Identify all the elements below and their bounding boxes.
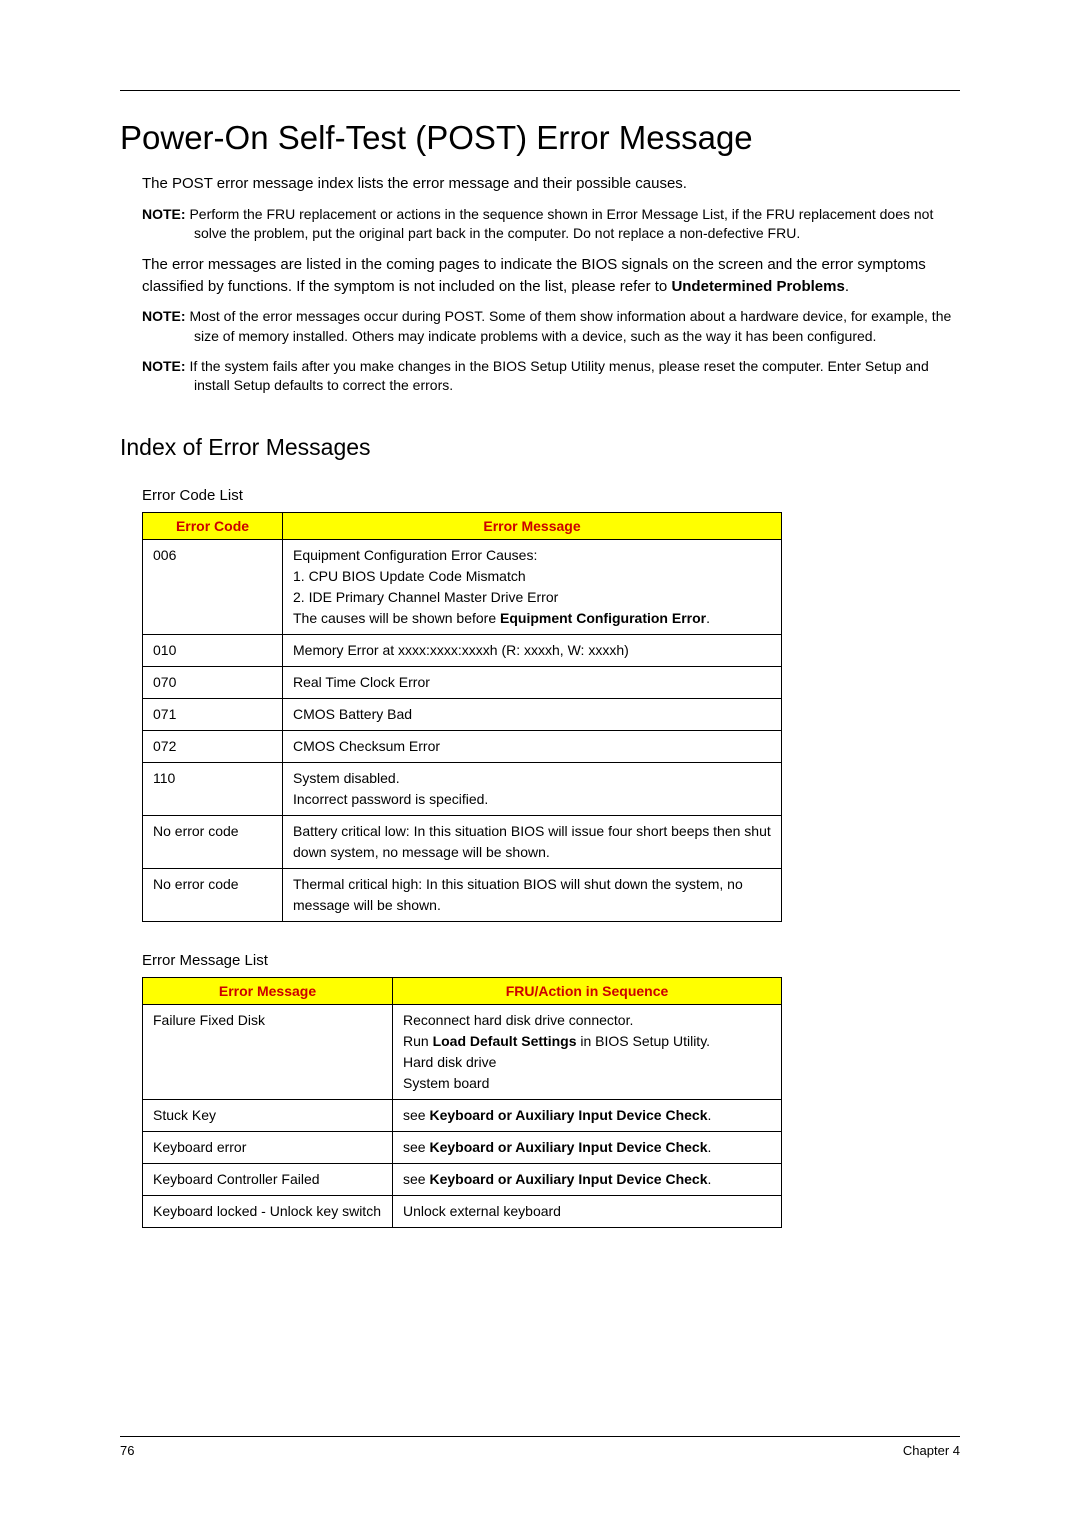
note-text: If the system fails after you make chang…: [186, 358, 929, 394]
table-cell: Thermal critical high: In this situation…: [283, 868, 782, 921]
text-bold: Keyboard or Auxiliary Input Device Check: [429, 1107, 707, 1123]
table-cell: see Keyboard or Auxiliary Input Device C…: [393, 1131, 782, 1163]
table-row: 006 Equipment Configuration Error Causes…: [143, 539, 782, 634]
table-cell: Keyboard Controller Failed: [143, 1163, 393, 1195]
table-row: No error code Thermal critical high: In …: [143, 868, 782, 921]
table-cell: Real Time Clock Error: [283, 666, 782, 698]
cell-line: Incorrect password is specified.: [293, 789, 771, 810]
note-1: NOTE: Perform the FRU replacement or act…: [142, 205, 960, 244]
page-footer: 76 Chapter 4: [120, 1436, 960, 1458]
note-3: NOTE: If the system fails after you make…: [142, 357, 960, 396]
table-row: Stuck Key see Keyboard or Auxiliary Inpu…: [143, 1099, 782, 1131]
cell-line: Hard disk drive: [403, 1052, 771, 1073]
table-row: Failure Fixed Disk Reconnect hard disk d…: [143, 1004, 782, 1099]
table-row: 072 CMOS Checksum Error: [143, 730, 782, 762]
cell-line: Reconnect hard disk drive connector.: [403, 1010, 771, 1031]
table-cell: Equipment Configuration Error Causes: 1.…: [283, 539, 782, 634]
text-bold: Equipment Configuration Error: [500, 610, 706, 626]
table-row: 110 System disabled. Incorrect password …: [143, 762, 782, 815]
intro-paragraph: The POST error message index lists the e…: [142, 173, 960, 195]
table-header-row: Error Message FRU/Action in Sequence: [143, 977, 782, 1004]
top-rule: [120, 90, 960, 91]
cell-line: System board: [403, 1073, 771, 1094]
cell-line: The causes will be shown before Equipmen…: [293, 608, 771, 629]
table-cell: Reconnect hard disk drive connector. Run…: [393, 1004, 782, 1099]
table-row: 071 CMOS Battery Bad: [143, 698, 782, 730]
table-cell: see Keyboard or Auxiliary Input Device C…: [393, 1099, 782, 1131]
text-bold: Keyboard or Auxiliary Input Device Check: [429, 1171, 707, 1187]
chapter-label: Chapter 4: [903, 1443, 960, 1458]
footer-rule: [120, 1436, 960, 1437]
text-part: Run: [403, 1033, 433, 1049]
table-cell: Keyboard error: [143, 1131, 393, 1163]
note-text: Most of the error messages occur during …: [186, 308, 952, 344]
cell-line: System disabled.: [293, 768, 771, 789]
table-cell: Failure Fixed Disk: [143, 1004, 393, 1099]
error-message-table: Error Message FRU/Action in Sequence Fai…: [142, 977, 782, 1228]
text-bold: Keyboard or Auxiliary Input Device Check: [429, 1139, 707, 1155]
cell-line: 2. IDE Primary Channel Master Drive Erro…: [293, 587, 771, 608]
text-part: .: [707, 1107, 711, 1123]
note-text: Perform the FRU replacement or actions i…: [186, 206, 934, 242]
text-part: .: [845, 278, 849, 295]
text-part: see: [403, 1107, 429, 1123]
cell-line: Equipment Configuration Error Causes:: [293, 545, 771, 566]
table-cell: CMOS Checksum Error: [283, 730, 782, 762]
page-number: 76: [120, 1443, 134, 1458]
table-cell: Battery critical low: In this situation …: [283, 815, 782, 868]
table-cell: see Keyboard or Auxiliary Input Device C…: [393, 1163, 782, 1195]
table-header: Error Code: [143, 512, 283, 539]
table-row: Keyboard error see Keyboard or Auxiliary…: [143, 1131, 782, 1163]
table-cell: Stuck Key: [143, 1099, 393, 1131]
table-row: Keyboard Controller Failed see Keyboard …: [143, 1163, 782, 1195]
text-part: .: [707, 1171, 711, 1187]
table-cell: 010: [143, 634, 283, 666]
table-header-row: Error Code Error Message: [143, 512, 782, 539]
text-part: in BIOS Setup Utility.: [576, 1033, 710, 1049]
table-caption-2: Error Message List: [142, 952, 960, 969]
page-title: Power-On Self-Test (POST) Error Message: [120, 119, 960, 157]
text-part: see: [403, 1139, 429, 1155]
text-part: .: [706, 610, 710, 626]
table-cell: Keyboard locked - Unlock key switch: [143, 1195, 393, 1227]
note-2: NOTE: Most of the error messages occur d…: [142, 307, 960, 346]
table-cell: 071: [143, 698, 283, 730]
table-cell: 110: [143, 762, 283, 815]
cell-line: Run Load Default Settings in BIOS Setup …: [403, 1031, 771, 1052]
table-cell: 006: [143, 539, 283, 634]
table-header: Error Message: [143, 977, 393, 1004]
note-label: NOTE:: [142, 308, 186, 324]
cell-line: 1. CPU BIOS Update Code Mismatch: [293, 566, 771, 587]
table-header: FRU/Action in Sequence: [393, 977, 782, 1004]
table-cell: 070: [143, 666, 283, 698]
table-cell: No error code: [143, 868, 283, 921]
table-row: Keyboard locked - Unlock key switch Unlo…: [143, 1195, 782, 1227]
note-label: NOTE:: [142, 358, 186, 374]
table-cell: System disabled. Incorrect password is s…: [283, 762, 782, 815]
table-row: No error code Battery critical low: In t…: [143, 815, 782, 868]
table-cell: Memory Error at xxxx:xxxx:xxxxh (R: xxxx…: [283, 634, 782, 666]
section-heading: Index of Error Messages: [120, 434, 960, 461]
text-part: see: [403, 1171, 429, 1187]
text-bold: Load Default Settings: [433, 1033, 577, 1049]
table-cell: 072: [143, 730, 283, 762]
footer-row: 76 Chapter 4: [120, 1443, 960, 1458]
text-part: .: [707, 1139, 711, 1155]
table-cell: No error code: [143, 815, 283, 868]
text-part: The causes will be shown before: [293, 610, 500, 626]
table-header: Error Message: [283, 512, 782, 539]
table-cell: CMOS Battery Bad: [283, 698, 782, 730]
paragraph-2: The error messages are listed in the com…: [142, 254, 960, 298]
table-row: 010 Memory Error at xxxx:xxxx:xxxxh (R: …: [143, 634, 782, 666]
table-cell: Unlock external keyboard: [393, 1195, 782, 1227]
text-bold: Undetermined Problems: [671, 278, 844, 295]
table-row: 070 Real Time Clock Error: [143, 666, 782, 698]
error-code-table: Error Code Error Message 006 Equipment C…: [142, 512, 782, 922]
table-caption-1: Error Code List: [142, 487, 960, 504]
note-label: NOTE:: [142, 206, 186, 222]
